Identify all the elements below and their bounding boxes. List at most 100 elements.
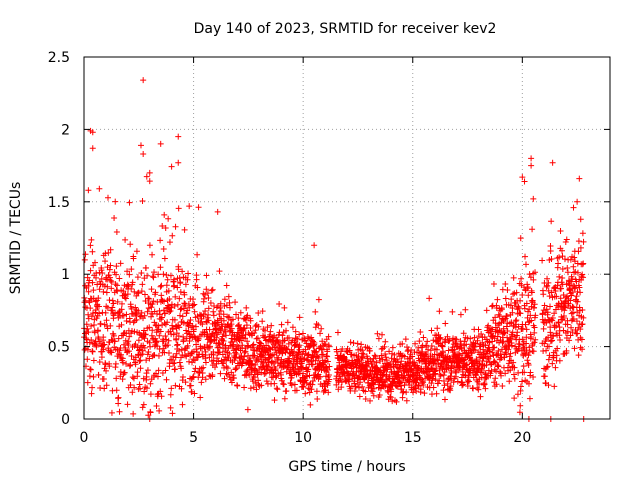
data-point (215, 344, 222, 351)
data-point (100, 334, 107, 341)
data-point (557, 227, 564, 234)
data-point (293, 387, 300, 394)
data-point (162, 224, 169, 231)
data-point (81, 256, 88, 263)
data-point (311, 242, 318, 249)
data-point (502, 295, 509, 302)
data-point (311, 340, 318, 347)
data-point (87, 267, 94, 274)
data-point (104, 325, 111, 332)
data-point (549, 314, 556, 321)
data-point (119, 376, 126, 383)
data-point (416, 338, 423, 345)
data-point (137, 357, 144, 364)
data-point (177, 306, 184, 313)
data-point (430, 384, 437, 391)
x-axis-label: GPS time / hours (288, 459, 405, 475)
data-point (157, 388, 164, 395)
data-point (564, 265, 571, 271)
data-point (143, 385, 150, 392)
data-point (294, 335, 301, 342)
data-point (180, 319, 187, 326)
data-point (516, 341, 523, 348)
data-point (491, 366, 498, 373)
data-point (436, 308, 443, 315)
data-point (114, 298, 121, 305)
data-point (567, 297, 574, 304)
data-point (226, 328, 233, 335)
x-tick-label: 10 (294, 430, 312, 446)
data-point (177, 354, 184, 361)
data-point (324, 353, 331, 360)
data-point (539, 310, 546, 317)
data-point (241, 384, 248, 391)
data-point (180, 305, 187, 312)
data-point (162, 310, 169, 317)
data-point (159, 298, 166, 305)
data-point (238, 353, 245, 360)
data-point (141, 388, 148, 395)
data-point (103, 367, 110, 374)
data-point (172, 382, 179, 389)
data-point (513, 317, 520, 324)
data-point (84, 325, 91, 332)
data-point (521, 350, 528, 357)
data-point (157, 264, 164, 271)
data-point (302, 390, 309, 397)
data-point (113, 387, 120, 394)
data-point (439, 349, 446, 356)
data-point (475, 326, 482, 333)
data-point (233, 311, 240, 318)
data-point (214, 208, 221, 215)
data-point (507, 350, 514, 357)
data-point (234, 382, 241, 389)
data-point (499, 382, 506, 389)
data-point (98, 354, 105, 361)
data-point (176, 324, 183, 331)
data-point (178, 385, 185, 392)
data-point (255, 310, 262, 317)
data-point (159, 370, 166, 377)
data-point (200, 364, 207, 371)
data-point (540, 291, 547, 298)
data-point (87, 366, 94, 373)
data-point (446, 337, 453, 344)
data-point (498, 306, 505, 313)
data-point (263, 378, 270, 385)
data-point (455, 351, 462, 358)
data-point (89, 384, 96, 391)
data-point (179, 401, 186, 408)
data-point (543, 306, 550, 313)
data-point (163, 282, 170, 289)
data-point (186, 203, 193, 210)
data-point (267, 352, 274, 359)
data-point (176, 359, 183, 366)
data-point (104, 194, 111, 201)
data-point (497, 351, 504, 358)
data-point (322, 357, 329, 364)
data-point (161, 255, 168, 262)
data-point (86, 339, 93, 346)
data-point (112, 198, 119, 205)
data-point (85, 187, 92, 194)
data-point (100, 376, 107, 383)
data-point (359, 383, 366, 390)
data-point (572, 268, 579, 275)
data-point (146, 324, 153, 331)
y-axis-ticks: 0 0.5 1 1.5 2 2.5 (48, 50, 610, 428)
data-point (279, 332, 286, 339)
data-point (200, 295, 207, 302)
data-point (549, 360, 556, 367)
data-point (255, 323, 262, 330)
data-point (501, 354, 508, 361)
data-point (241, 325, 248, 332)
data-point (88, 336, 95, 343)
data-point (548, 218, 555, 225)
x-tick-label: 0 (80, 430, 89, 446)
y-tick-label: 2.5 (48, 50, 70, 66)
data-point (308, 386, 315, 393)
data-point (209, 286, 216, 293)
data-point (235, 344, 242, 351)
data-point (300, 370, 307, 377)
